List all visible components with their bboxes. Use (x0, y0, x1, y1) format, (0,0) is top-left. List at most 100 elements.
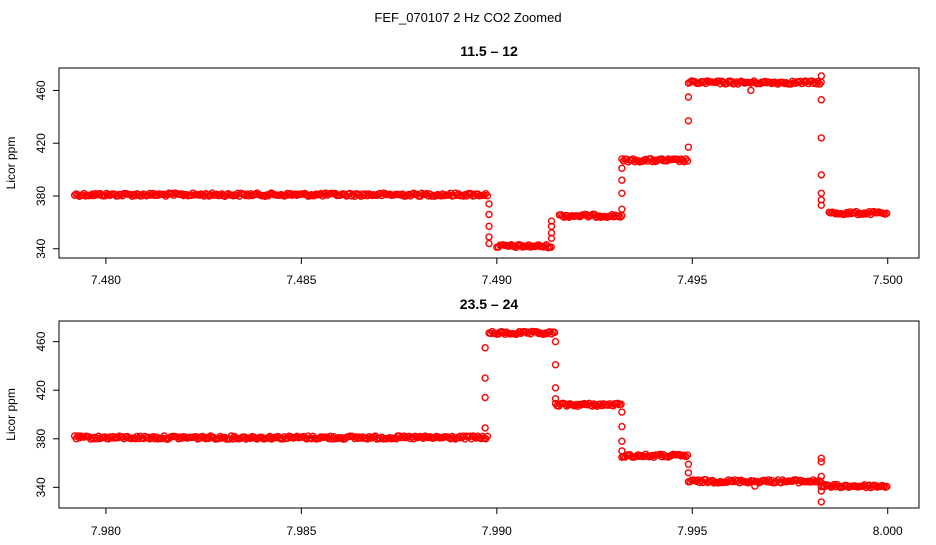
data-point (817, 95, 825, 104)
data-point (216, 432, 224, 441)
data-point (683, 451, 692, 459)
data-point (75, 434, 84, 442)
data-point (195, 191, 204, 199)
y-axis-label: Licor ppm (4, 137, 18, 190)
data-point (747, 86, 755, 95)
data-point (618, 176, 626, 184)
x-tick-label: 7.990 (482, 524, 512, 538)
data-point (526, 243, 535, 251)
data-point (485, 210, 493, 219)
data-point (604, 401, 612, 409)
data-point (551, 361, 560, 369)
data-point (485, 222, 493, 231)
data-point (445, 191, 453, 199)
series-points (70, 327, 891, 506)
data-point (682, 452, 690, 461)
data-point (731, 79, 739, 88)
data-point (614, 212, 623, 220)
data-point (859, 210, 867, 218)
data-point (684, 469, 693, 477)
data-point (618, 189, 626, 198)
data-point (817, 189, 825, 198)
data-point (618, 164, 626, 173)
y-tick-label: 340 (34, 238, 48, 258)
data-point (551, 384, 560, 392)
y-tick-label: 460 (34, 331, 48, 351)
data-point (547, 243, 555, 251)
y-tick-label: 460 (34, 80, 48, 100)
data-point (483, 432, 492, 440)
data-point (480, 191, 488, 200)
y-tick-label: 340 (34, 477, 48, 497)
data-point (683, 157, 692, 165)
data-point (863, 209, 872, 218)
series-points (70, 72, 891, 252)
data-point (178, 190, 186, 198)
x-tick-label: 7.485 (286, 273, 316, 287)
data-point (684, 460, 693, 468)
y-tick-label: 380 (34, 428, 48, 448)
plot-frame (58, 320, 920, 509)
x-tick-label: 7.985 (286, 524, 316, 538)
data-point (472, 434, 480, 442)
data-point (418, 189, 426, 197)
data-point (675, 450, 684, 459)
data-point (400, 432, 408, 440)
data-point (817, 454, 825, 462)
y-tick-label: 420 (34, 380, 48, 400)
data-point (817, 458, 825, 466)
data-point (817, 201, 825, 209)
data-point (642, 155, 650, 164)
x-tick-label: 7.500 (873, 273, 903, 287)
data-point (616, 213, 624, 221)
figure-title: FEF_070107 2 Hz CO2 Zoomed (374, 10, 561, 25)
data-point (719, 78, 728, 87)
data-point (547, 222, 556, 231)
data-point (772, 478, 781, 486)
data-point (551, 395, 560, 403)
data-point (485, 233, 493, 241)
panel-top: 11.5 – 12 Licor ppm 7.480 7.485 7.490 7.495 7.… (4, 43, 920, 287)
data-point (618, 408, 626, 416)
panel-bottom: 23.5 – 24 Licor ppm 7.980 7.985 7.990 7.995 8.… (4, 296, 920, 538)
x-tick-label: 7.480 (91, 273, 121, 287)
y-tick-label: 380 (34, 186, 48, 206)
data-point (751, 482, 759, 490)
data-point (551, 337, 560, 346)
plot-frame (58, 67, 920, 259)
data-point (674, 155, 682, 164)
data-point (684, 117, 693, 125)
x-tick-label: 7.995 (677, 524, 707, 538)
data-point (817, 134, 825, 142)
data-point (817, 472, 825, 481)
data-point (618, 437, 626, 445)
data-point (618, 422, 626, 431)
data-point (485, 239, 493, 248)
y-axis-label: Licor ppm (4, 388, 18, 441)
x-tick-label: 7.490 (482, 273, 512, 287)
x-tick-label: 8.000 (873, 524, 903, 538)
data-point (618, 205, 626, 213)
data-point (817, 171, 825, 179)
data-point (74, 191, 82, 199)
data-point (547, 217, 556, 225)
data-point (618, 447, 626, 455)
data-point (854, 210, 862, 219)
data-point (817, 72, 825, 80)
data-point (883, 209, 891, 217)
panel-title: 11.5 – 12 (460, 43, 518, 59)
data-point (481, 393, 489, 402)
data-point (817, 487, 825, 495)
data-point (286, 189, 295, 198)
data-point (779, 78, 787, 87)
data-point (684, 93, 693, 101)
data-point (648, 157, 656, 166)
panel-title: 23.5 – 24 (460, 296, 519, 312)
data-point (310, 191, 319, 200)
data-point (761, 77, 769, 86)
y-tick-label: 420 (34, 133, 48, 153)
data-point (483, 191, 492, 200)
data-point (550, 328, 559, 337)
